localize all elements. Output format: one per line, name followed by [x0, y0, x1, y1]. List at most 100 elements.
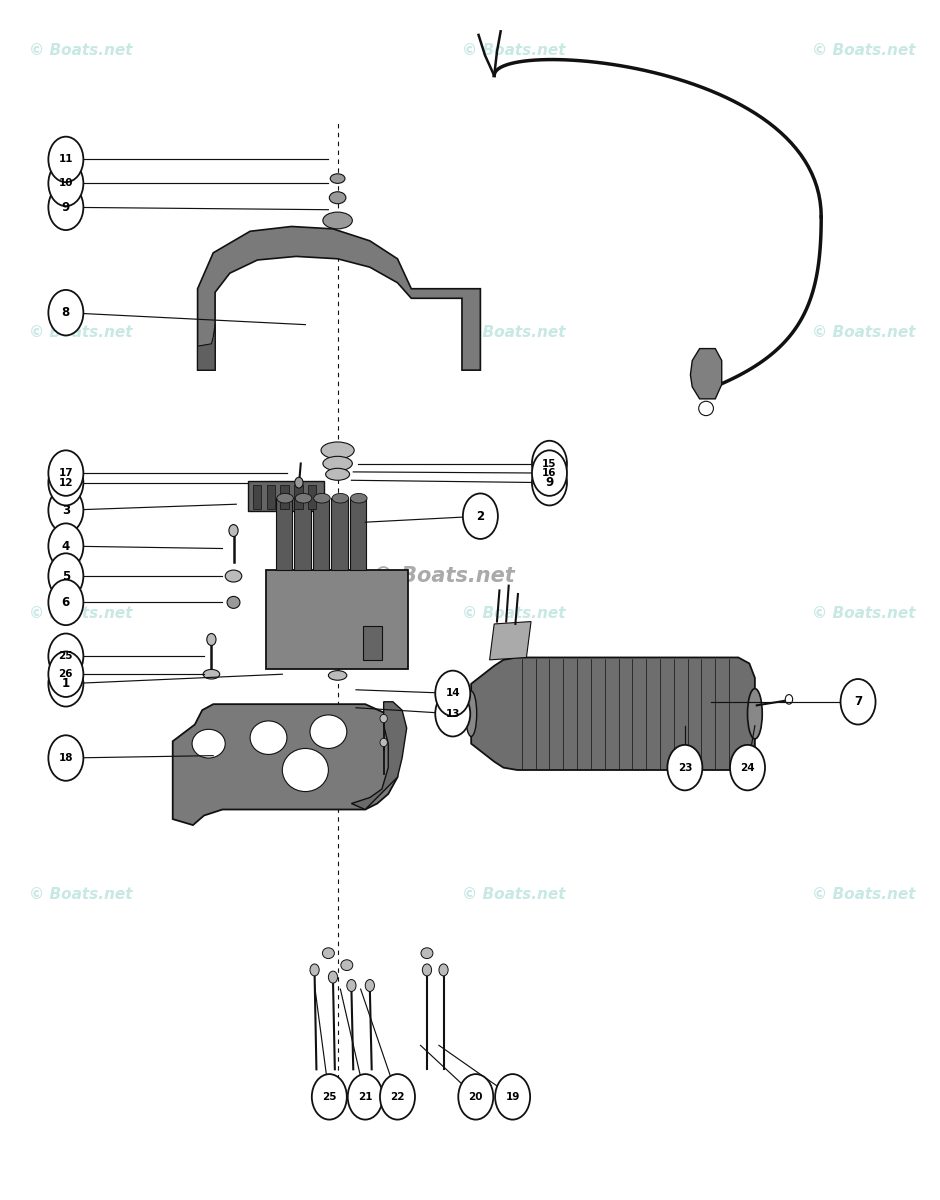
- Ellipse shape: [347, 979, 356, 991]
- Ellipse shape: [366, 979, 374, 991]
- Ellipse shape: [250, 721, 287, 755]
- Text: 18: 18: [58, 754, 73, 763]
- Text: © Boats.net: © Boats.net: [462, 887, 566, 902]
- Text: 26: 26: [58, 670, 73, 679]
- Ellipse shape: [227, 596, 240, 608]
- Ellipse shape: [380, 714, 387, 722]
- Circle shape: [48, 652, 84, 697]
- Circle shape: [348, 1074, 383, 1120]
- Text: 16: 16: [542, 468, 556, 478]
- Circle shape: [48, 661, 84, 707]
- Circle shape: [532, 440, 567, 486]
- FancyBboxPatch shape: [294, 485, 303, 509]
- Text: © Boats.net: © Boats.net: [462, 43, 566, 59]
- Circle shape: [48, 553, 84, 599]
- Ellipse shape: [328, 671, 347, 680]
- Circle shape: [840, 679, 875, 725]
- Ellipse shape: [295, 493, 312, 503]
- Circle shape: [48, 523, 84, 569]
- Text: 1: 1: [62, 677, 70, 690]
- Polygon shape: [352, 702, 407, 810]
- Circle shape: [312, 1074, 347, 1120]
- Ellipse shape: [341, 960, 352, 971]
- Ellipse shape: [465, 691, 477, 737]
- Circle shape: [380, 1074, 415, 1120]
- Text: 9: 9: [62, 200, 70, 214]
- FancyBboxPatch shape: [280, 485, 289, 509]
- Text: 20: 20: [468, 1092, 483, 1102]
- Text: 25: 25: [58, 652, 73, 661]
- Circle shape: [459, 1074, 494, 1120]
- Ellipse shape: [192, 730, 226, 758]
- FancyBboxPatch shape: [313, 498, 329, 570]
- Circle shape: [48, 185, 84, 230]
- Ellipse shape: [330, 174, 345, 184]
- Text: 9: 9: [545, 476, 554, 490]
- Circle shape: [667, 745, 702, 791]
- Ellipse shape: [422, 964, 431, 976]
- Ellipse shape: [295, 478, 303, 488]
- Text: 4: 4: [62, 540, 70, 553]
- Circle shape: [48, 487, 84, 533]
- Text: © Boats.net: © Boats.net: [812, 43, 916, 59]
- Circle shape: [48, 137, 84, 182]
- Circle shape: [48, 736, 84, 781]
- Text: 19: 19: [506, 1092, 520, 1102]
- Ellipse shape: [380, 738, 387, 746]
- FancyBboxPatch shape: [308, 485, 317, 509]
- Circle shape: [435, 691, 470, 737]
- Text: © Boats.net: © Boats.net: [29, 887, 133, 902]
- FancyBboxPatch shape: [364, 626, 382, 660]
- Text: 6: 6: [62, 596, 70, 608]
- FancyBboxPatch shape: [331, 498, 348, 570]
- Ellipse shape: [282, 749, 328, 792]
- Polygon shape: [197, 227, 480, 370]
- Polygon shape: [490, 622, 531, 660]
- Ellipse shape: [785, 695, 792, 704]
- Circle shape: [532, 460, 567, 505]
- Ellipse shape: [322, 456, 352, 470]
- Circle shape: [48, 634, 84, 679]
- Text: 8: 8: [62, 306, 70, 319]
- Circle shape: [48, 161, 84, 206]
- Text: 2: 2: [477, 510, 484, 523]
- Text: 21: 21: [358, 1092, 372, 1102]
- Ellipse shape: [328, 971, 337, 983]
- Text: 3: 3: [62, 504, 70, 517]
- Circle shape: [48, 450, 84, 496]
- Text: 11: 11: [58, 155, 73, 164]
- FancyBboxPatch shape: [267, 485, 275, 509]
- FancyBboxPatch shape: [266, 570, 408, 670]
- Text: 24: 24: [740, 763, 755, 773]
- Circle shape: [532, 450, 567, 496]
- Circle shape: [462, 493, 498, 539]
- Ellipse shape: [439, 964, 448, 976]
- FancyBboxPatch shape: [294, 498, 311, 570]
- Text: 14: 14: [446, 689, 460, 698]
- Text: © Boats.net: © Boats.net: [462, 606, 566, 620]
- Circle shape: [495, 1074, 530, 1120]
- Ellipse shape: [332, 493, 349, 503]
- Text: © Boats.net: © Boats.net: [812, 887, 916, 902]
- Text: 10: 10: [58, 179, 73, 188]
- Text: 23: 23: [678, 763, 692, 773]
- Text: 5: 5: [62, 570, 70, 582]
- Circle shape: [48, 580, 84, 625]
- Ellipse shape: [322, 948, 335, 959]
- FancyBboxPatch shape: [350, 498, 367, 570]
- Text: 22: 22: [390, 1092, 405, 1102]
- Text: 17: 17: [58, 468, 73, 478]
- Text: © Boats.net: © Boats.net: [462, 325, 566, 340]
- Ellipse shape: [322, 212, 352, 229]
- Ellipse shape: [421, 948, 433, 959]
- Circle shape: [48, 290, 84, 336]
- Text: © Boats.net: © Boats.net: [812, 325, 916, 340]
- Polygon shape: [173, 704, 398, 826]
- Ellipse shape: [226, 570, 242, 582]
- FancyBboxPatch shape: [253, 485, 261, 509]
- Ellipse shape: [310, 964, 320, 976]
- Text: 13: 13: [446, 709, 460, 719]
- Circle shape: [435, 671, 470, 716]
- FancyBboxPatch shape: [248, 481, 323, 511]
- Text: 25: 25: [322, 1092, 337, 1102]
